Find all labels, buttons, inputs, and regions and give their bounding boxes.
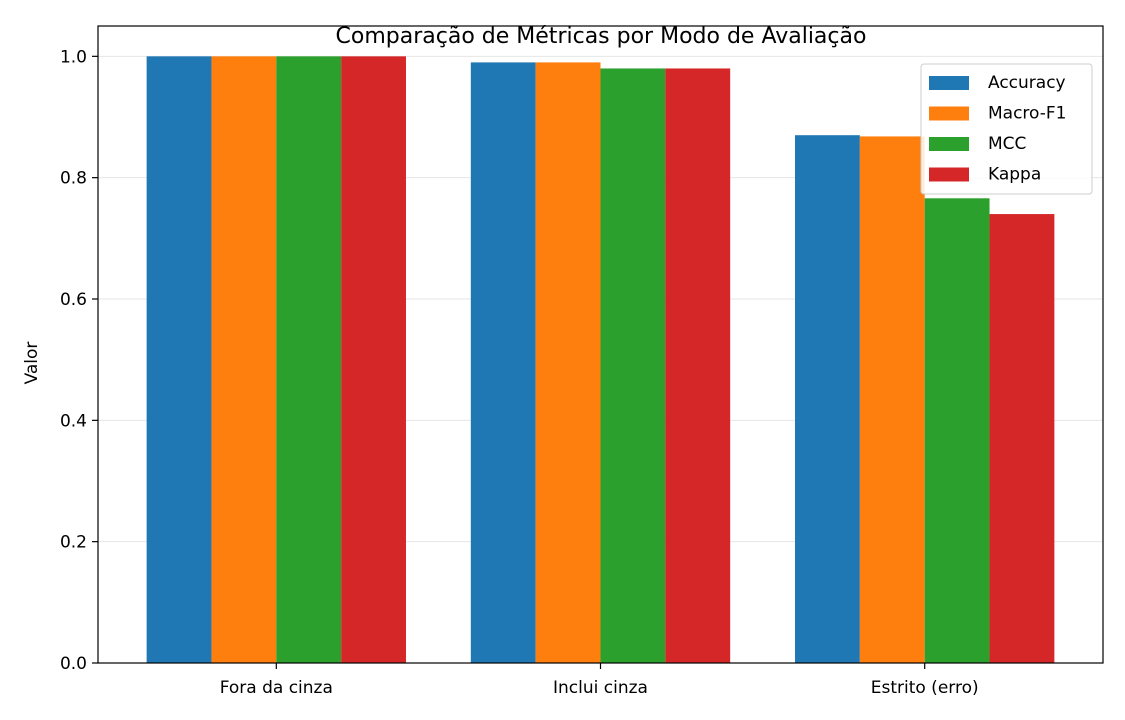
bar-mcc-1 [276,56,341,663]
legend-label: Accuracy [988,73,1066,93]
x-axis-ticks: Fora da cinza Inclui cinza Estrito (erro) [220,663,979,698]
legend: Accuracy Macro-F1 MCC Kappa [921,64,1092,194]
bar-mcc-2 [601,68,666,663]
bar-macro-f1-3 [860,136,925,663]
bars [147,56,1055,663]
bar-kappa-1 [341,56,406,663]
legend-label: Kappa [988,165,1041,185]
y-axis-ticks: 0.0 0.2 0.4 0.6 0.8 1.0 [60,47,98,674]
legend-swatch [929,168,969,182]
x-tick-label: Fora da cinza [220,678,333,698]
y-axis-label: Valor [22,342,42,385]
y-tick-label: 0.2 [60,533,87,553]
chart-title: Comparação de Métricas por Modo de Avali… [336,24,867,49]
legend-swatch [929,107,969,121]
legend-label: MCC [988,134,1026,154]
y-tick-label: 1.0 [60,47,87,67]
legend-swatch [929,76,969,90]
y-tick-label: 0.8 [60,169,87,189]
bar-mcc-3 [925,198,990,663]
y-tick-label: 0.4 [60,411,87,431]
x-tick-label: Estrito (erro) [871,678,979,698]
x-tick-label: Inclui cinza [553,678,648,698]
legend-swatch [929,137,969,151]
bar-macro-f1-2 [536,62,601,663]
y-tick-label: 0.6 [60,290,87,310]
bar-macro-f1-1 [211,56,276,663]
y-tick-label: 0.0 [60,654,87,674]
bar-accuracy-1 [147,56,212,663]
bar-accuracy-2 [471,62,536,663]
legend-label: Macro-F1 [988,104,1067,124]
bar-kappa-3 [990,214,1055,663]
bar-accuracy-3 [795,135,860,663]
bar-kappa-2 [665,68,730,663]
